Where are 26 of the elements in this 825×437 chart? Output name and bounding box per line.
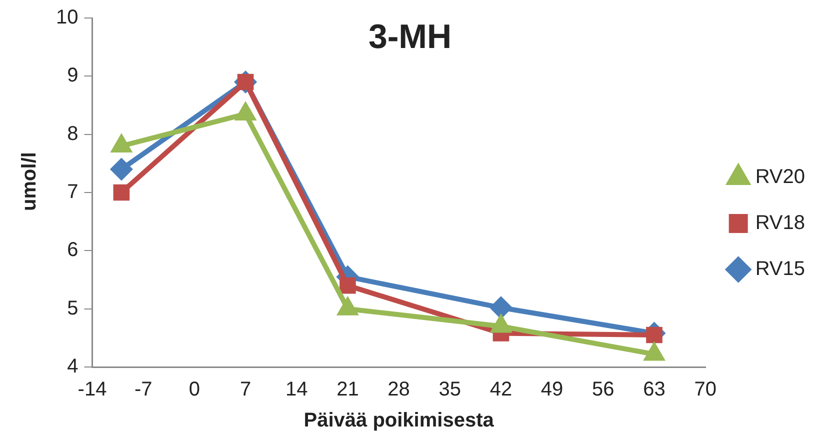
x-tick-label: 35: [438, 378, 462, 401]
y-tick-label: 9: [67, 64, 78, 87]
y-tick-label: 5: [67, 297, 78, 320]
y-tick-label: 10: [56, 6, 78, 29]
x-tick-label: 42: [490, 378, 512, 401]
x-tick-label: 28: [388, 378, 410, 401]
x-tick-label: 63: [643, 378, 666, 401]
x-tick-label: -7: [134, 378, 152, 401]
x-tick-label: 0: [188, 378, 200, 401]
x-tick-label: 7: [240, 378, 252, 401]
x-tick-label: 21: [336, 378, 359, 401]
y-tick-label: 6: [67, 239, 78, 262]
x-tick-label: -14: [78, 378, 107, 401]
legend-label: RV15: [755, 258, 806, 280]
y-tick-label: 4: [67, 356, 78, 378]
chart-title: 3-MH: [367, 18, 453, 57]
y-axis-title: umol/l: [18, 151, 42, 213]
x-axis-title: Päivää poikimisesta: [304, 410, 495, 432]
legend-label: RV18: [755, 212, 806, 234]
x-tick-label: 56: [592, 378, 614, 401]
x-tick-label: 49: [540, 378, 564, 401]
y-tick-label: 7: [67, 181, 78, 204]
x-tick-label: 70: [694, 378, 716, 401]
x-tick-label: 14: [285, 378, 308, 401]
y-tick-label: 8: [67, 122, 78, 145]
legend-label: RV20: [755, 166, 806, 188]
